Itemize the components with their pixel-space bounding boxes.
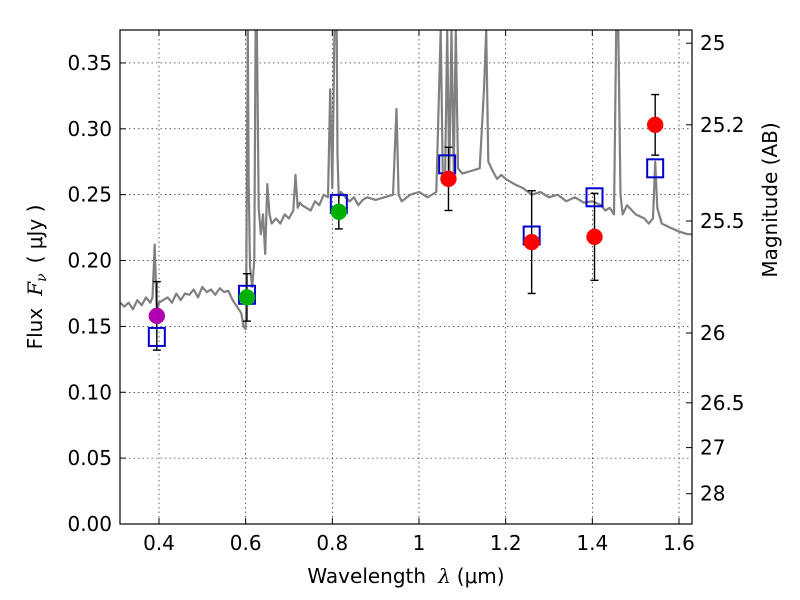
y-tick-label: 0.05 [67,446,112,470]
y-tick-label: 0.00 [67,512,112,536]
model-point-square [585,187,604,208]
y-axis: 0.00 0.05 0.10 0.15 0.20 0.25 0.30 0.35 [67,51,126,536]
right-axis-label: Magnitude (AB) [758,122,782,277]
observed-point [148,307,166,325]
x-axis-label-text: Wavelength [307,564,426,588]
magnitude-tick-label: 26 [700,321,725,345]
y-axis-label-text: Flux [23,308,47,350]
observed-point [646,116,664,134]
y-tick-label: 0.20 [67,249,112,273]
x-tick-label: 1.4 [576,531,608,555]
plot-frame [119,29,693,525]
observed-points [148,116,664,325]
x-tick-label: 0.6 [230,531,262,555]
y-tick-label: 0.15 [67,314,112,338]
x-axis-label: Wavelength λ (μm) [307,564,504,588]
plot-background [120,30,692,524]
model-spectrum-line [120,30,692,331]
model-point-square [646,158,665,179]
x-axis-label-symbol: λ [437,564,451,588]
magnitude-axis: 25 25.2 25.5 26 26.5 27 28 [686,31,745,506]
observed-point [523,233,540,251]
x-tick-label: 1.6 [663,531,695,555]
observed-point [330,203,348,221]
y-tick-label: 0.30 [67,117,112,141]
y-tick-label: 0.10 [67,380,112,404]
magnitude-tick-label: 27 [700,436,725,460]
magnitude-tick-label: 28 [700,482,725,506]
spectrum-layer [120,30,692,331]
magnitude-tick-label: 25.2 [700,113,745,137]
magnitude-tick-label: 25 [700,31,725,55]
y-tick-label: 0.35 [67,51,112,75]
y-axis-label-subscript: ν [34,273,50,282]
x-axis-label-unit: (μm) [457,564,505,588]
y-axis-label-unit: ( μJy ) [23,205,47,264]
y-axis-label-symbol: F [23,281,47,297]
observed-point [238,289,256,306]
observed-point [586,228,603,246]
magnitude-tick-label: 25.5 [700,209,745,233]
y-tick-label: 0.25 [67,183,112,207]
x-tick-label: 1 [413,531,426,555]
x-tick-label: 0.8 [316,531,348,555]
y-axis-label: Flux Fν ( μJy ) [23,205,50,350]
magnitude-tick-label: 26.5 [700,391,745,415]
model-point-square [147,326,166,347]
observed-point [440,170,457,188]
x-tick-label: 0.4 [143,531,175,555]
x-tick-label: 1.2 [490,531,522,555]
x-axis: 0.4 0.6 0.8 1 1.2 1.4 1.6 [143,30,695,555]
